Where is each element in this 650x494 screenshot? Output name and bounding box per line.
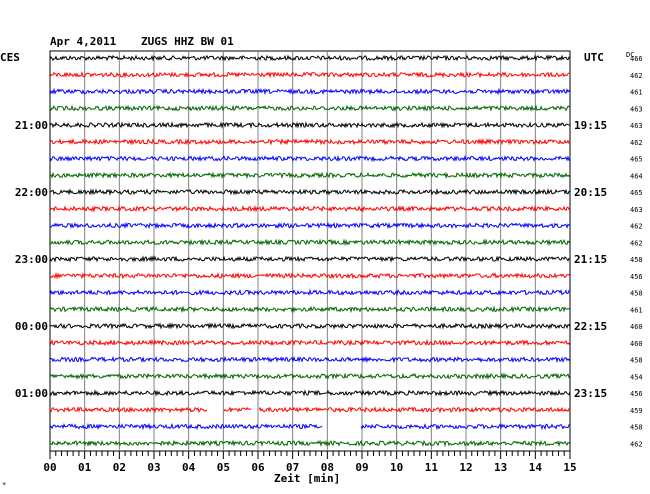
trace-row-13 (49, 271, 571, 280)
x-axis-title: Zeit [min] (274, 472, 340, 485)
dc-value: 462 (630, 239, 643, 247)
right-time-label: 22:15 (574, 320, 607, 333)
dc-value: 462 (630, 440, 643, 448)
dc-value: 456 (630, 273, 643, 281)
seismic-traces (49, 54, 571, 448)
trace-row-23 (49, 439, 571, 448)
dc-value: 463 (630, 105, 643, 113)
dc-value: 462 (630, 139, 643, 147)
dc-column-label: DC (626, 51, 634, 59)
trace-row-3 (49, 104, 571, 112)
left-time-label: 23:00 (15, 253, 48, 266)
dc-values: 466 462 461 463 463 462 465 464 465 463 462 462 458 4… (630, 55, 643, 448)
trace-row-8 (49, 187, 571, 196)
x-tick-label: 15 (563, 461, 576, 474)
x-tick-label: 05 (217, 461, 230, 474)
x-tick-label: 07 (286, 461, 299, 474)
trace-row-10 (49, 221, 571, 230)
trace-row-21 (49, 405, 571, 414)
right-time-label: 23:15 (574, 387, 607, 400)
trace-row-0 (49, 54, 571, 62)
chart-date: Apr 4,2011 (50, 35, 117, 48)
trace-row-14 (49, 288, 571, 297)
dc-value: 465 (630, 156, 643, 164)
dc-value: 458 (630, 256, 643, 264)
dc-value: 460 (630, 323, 643, 331)
dc-value: 464 (630, 172, 643, 180)
dc-value: 466 (630, 55, 643, 63)
x-tick-label: 00 (43, 461, 56, 474)
x-tick-label: 02 (113, 461, 126, 474)
trace-row-19 (49, 372, 571, 381)
trace-row-4 (49, 121, 571, 130)
x-tick-label: 06 (251, 461, 265, 474)
dc-value: 463 (630, 206, 643, 214)
trace-row-7 (49, 171, 571, 180)
dc-value: 463 (630, 122, 643, 130)
right-timezone-label: UTC (584, 51, 604, 64)
dc-value: 465 (630, 189, 643, 197)
dc-value: 460 (630, 340, 643, 348)
trace-row-22 (49, 422, 571, 431)
right-time-label: 21:15 (574, 253, 607, 266)
trace-row-6 (49, 154, 571, 163)
x-tick-label: 08 (321, 461, 334, 474)
dc-value: 458 (630, 357, 643, 365)
trace-row-16 (49, 322, 571, 330)
trace-row-9 (49, 204, 571, 213)
x-tick-label: 09 (355, 461, 368, 474)
left-time-label: 01:00 (15, 387, 48, 400)
x-axis: 00 01 02 03 04 05 06 07 08 09 10 11 12 13 14 15 (43, 451, 577, 474)
minute-gridlines (84, 51, 536, 451)
left-time-label: 21:00 (15, 119, 48, 132)
x-tick-label: 04 (182, 461, 196, 474)
x-tick-label: 03 (147, 461, 160, 474)
left-time-label: 00:00 (15, 320, 48, 333)
x-tick-label: 11 (425, 461, 439, 474)
corner-mark: * (2, 481, 6, 489)
dc-value: 461 (630, 89, 643, 97)
dc-value: 458 (630, 290, 643, 298)
station-code: ZUGS HHZ BW 01 (141, 35, 234, 48)
dc-value: 456 (630, 390, 643, 398)
dc-value: 462 (630, 72, 643, 80)
trace-row-5 (49, 137, 571, 146)
dc-value: 461 (630, 306, 643, 314)
left-time-label: 22:00 (15, 186, 48, 199)
right-time-label: 19:15 (574, 119, 607, 132)
trace-row-17 (49, 338, 571, 347)
time-labels: 21:00 22:00 23:00 00:00 01:00 19:15 20:15 21:15… (15, 119, 607, 400)
trace-row-18 (49, 355, 571, 364)
dc-value: 459 (630, 407, 643, 415)
left-timezone-label: CES (0, 51, 20, 64)
trace-row-11 (49, 238, 571, 247)
trace-row-2 (49, 87, 571, 96)
dc-value: 454 (630, 373, 643, 381)
x-tick-label: 10 (390, 461, 403, 474)
x-tick-label: 14 (529, 461, 543, 474)
trace-row-20 (49, 389, 571, 397)
trace-row-12 (49, 255, 571, 263)
x-tick-label: 13 (494, 461, 507, 474)
dc-value: 462 (630, 223, 643, 231)
trace-row-15 (49, 305, 571, 314)
right-time-label: 20:15 (574, 186, 607, 199)
dc-value: 458 (630, 424, 643, 432)
x-tick-label: 12 (459, 461, 472, 474)
x-tick-label: 01 (78, 461, 92, 474)
trace-row-1 (49, 71, 571, 79)
